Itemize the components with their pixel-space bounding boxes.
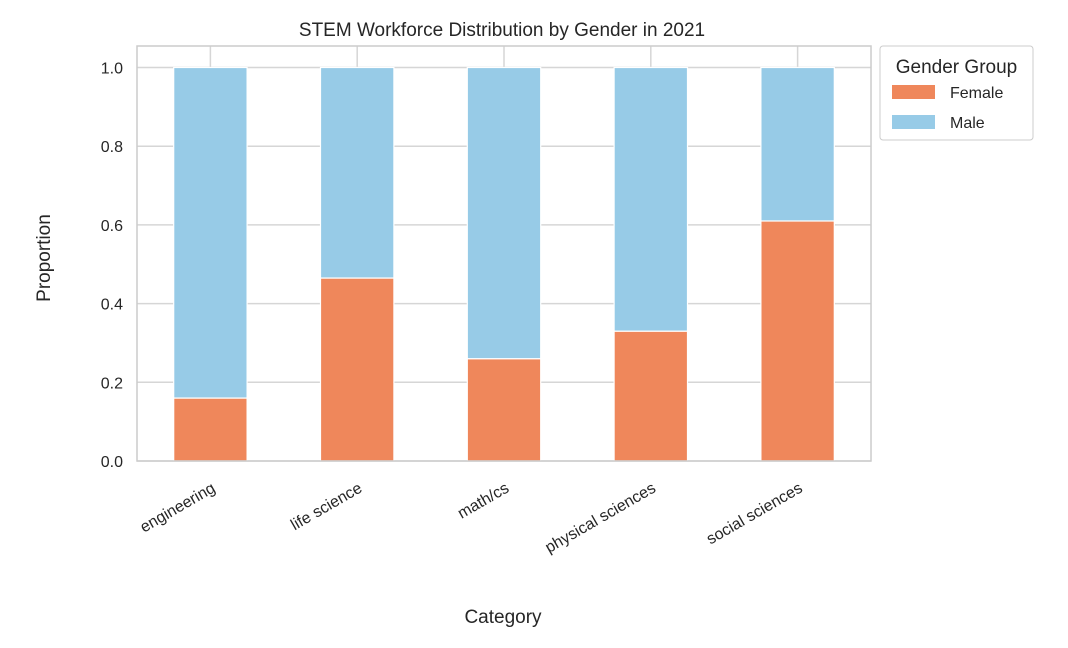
y-tick-label: 0.0 <box>101 454 123 471</box>
bar-male-physical-sciences <box>613 66 689 332</box>
bar-male-social-sciences <box>760 66 835 222</box>
legend-label-female: Female <box>950 85 1003 102</box>
plot-area-frame <box>136 45 872 462</box>
legend-label-male: Male <box>950 115 985 132</box>
legend: Gender Group Female Male <box>879 45 1034 141</box>
y-tick-label: 1.0 <box>101 61 123 78</box>
legend-title: Gender Group <box>896 57 1017 78</box>
legend-swatch-male <box>892 115 935 129</box>
bar-male-engineering <box>173 66 248 399</box>
x-axis-label: Category <box>464 607 542 628</box>
y-tick-label: 0.2 <box>101 375 123 392</box>
legend-swatch-female <box>892 85 935 99</box>
y-tick-label: 0.6 <box>101 218 123 235</box>
y-axis-ticks: 0.0 0.2 0.4 0.6 0.8 1.0 <box>101 61 123 472</box>
chart-title: STEM Workforce Distribution by Gender in… <box>299 20 705 41</box>
y-tick-label: 0.4 <box>101 297 123 314</box>
bar-male-math-cs <box>466 66 542 360</box>
bar-male-life-science <box>319 66 395 279</box>
bar-female-social-sciences <box>760 220 835 462</box>
bar-female-life-science <box>319 277 395 462</box>
bars <box>173 66 835 462</box>
bar-female-physical-sciences <box>613 330 689 462</box>
y-tick-label: 0.8 <box>101 139 123 156</box>
bar-female-math-cs <box>466 358 542 462</box>
bar-female-engineering <box>173 397 248 462</box>
y-axis-label: Proportion <box>34 214 55 302</box>
